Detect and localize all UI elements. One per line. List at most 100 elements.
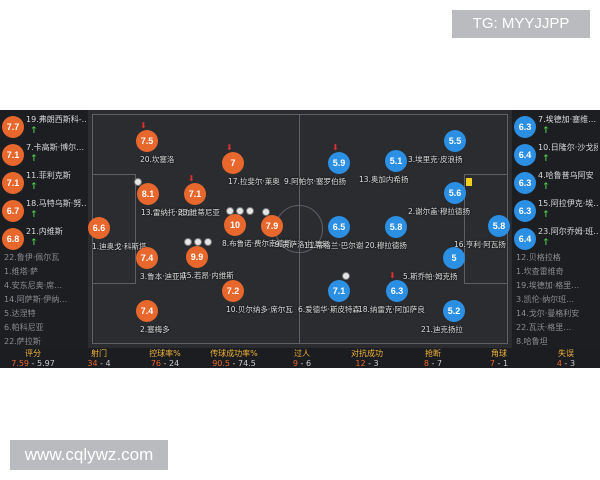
rating-badge: 5.5 xyxy=(444,130,466,152)
sub-in-arrow-icon: ↑ xyxy=(30,238,38,248)
rating-badge: 7.7 xyxy=(2,116,24,138)
stat-dribbles[interactable]: 过人 9 - 6 xyxy=(270,348,334,368)
stat-tackles[interactable]: 抢断 8 - 7 xyxy=(400,348,466,368)
ball-icon xyxy=(246,207,254,215)
list-item[interactable]: 6.3 4.哈鲁普乌阿安 ↑ xyxy=(512,168,600,196)
substitute-item[interactable]: 4.安东尼奥·席… xyxy=(4,281,63,290)
substitute-item[interactable]: 1.维塔·萨 xyxy=(4,267,39,276)
stat-corners[interactable]: 角球 7 - 1 xyxy=(466,348,532,368)
rating-badge: 5.6 xyxy=(444,182,466,204)
ball-icon xyxy=(236,207,244,215)
substitute-item[interactable]: 12.贝格拉格 xyxy=(516,253,561,262)
player-label: 20.穆拉德扬 xyxy=(365,241,407,250)
player-label: 2.塞梅多 xyxy=(140,325,170,334)
red-card-icon: ⬇ xyxy=(188,174,195,183)
sub-in-arrow-icon: ↑ xyxy=(542,126,550,136)
player-label: 13.雷纳托·维加 xyxy=(141,208,193,217)
rating-badge: 7.1 xyxy=(2,144,24,166)
stat-values: 8 - 7 xyxy=(423,359,443,368)
list-item[interactable]: 7.7 19.弗朗西斯科-… ↑ xyxy=(0,112,88,140)
stat-label: 角球 xyxy=(491,349,507,358)
stat-away-value: 3 xyxy=(373,359,379,368)
stat-home-value: 90.5 xyxy=(212,359,230,368)
ball-icon xyxy=(262,208,270,216)
player-name: 7.卡高斯·博尔… xyxy=(26,143,85,152)
stat-home-value: 7.59 xyxy=(11,359,29,368)
red-card-icon: ⬇ xyxy=(332,143,339,152)
substitute-item[interactable]: 14.戈尔·曼格利安 xyxy=(516,309,580,318)
stat-values: 76 - 24 xyxy=(150,359,180,368)
stat-away-value: 3 xyxy=(569,359,576,368)
sub-in-arrow-icon: ↑ xyxy=(30,182,38,192)
substitute-item[interactable]: 1.坎查雷维奇 xyxy=(516,267,564,276)
rating-badge: 7.1 xyxy=(328,280,350,302)
player-name: 4.哈鲁普乌阿安 xyxy=(538,171,594,180)
rating-badge: 6.5 xyxy=(328,216,350,238)
list-item[interactable]: 6.4 23.阿尔乔姆·班… ↑ xyxy=(512,224,600,252)
ball-icon xyxy=(204,238,212,246)
substitute-item[interactable]: 8.哈鲁坦 xyxy=(516,337,548,346)
stat-label: 传球成功率% xyxy=(210,349,258,358)
list-item[interactable]: 7.1 11.菲利克斯 ↑ xyxy=(0,168,88,196)
substitute-item[interactable]: 5.达涅特 xyxy=(4,309,36,318)
stat-values: 4 - 3 xyxy=(556,359,576,368)
rating-badge: 7.5 xyxy=(136,130,158,152)
player-label: 17.拉斐尔·莱奥 xyxy=(228,177,280,186)
red-card-icon: ⬇ xyxy=(140,121,147,130)
substitute-item[interactable]: 19.埃德加·格里… xyxy=(516,281,580,290)
substitute-item[interactable]: 22.鲁伊·佩尔瓦 xyxy=(4,253,60,262)
substitute-item[interactable]: 3.凯伦·纳尔班… xyxy=(516,295,575,304)
sub-in-arrow-icon: ↑ xyxy=(542,154,550,164)
rating-badge: 8.1 xyxy=(137,183,159,205)
player-label: 18.纳雷克·阿加萨良 xyxy=(358,305,425,314)
player-name: 15.阿拉伊克·埃… xyxy=(538,199,598,208)
substitute-item[interactable]: 22.瓦沃·格里… xyxy=(516,323,572,332)
stat-pass-accuracy[interactable]: 传球成功率% 90.5 - 74.5 xyxy=(198,348,270,368)
stat-away-value: 24 xyxy=(168,359,180,368)
player-name: 21.内维斯 xyxy=(26,227,63,236)
rating-badge: 6.4 xyxy=(514,228,536,250)
rating-badge: 5.9 xyxy=(328,152,350,174)
player-label: 3.埃里克·皮浪扬 xyxy=(408,155,463,164)
stat-label: 失误 xyxy=(558,349,574,358)
stat-values: 34 - 4 xyxy=(87,359,111,368)
away-player-list: 6.3 7.埃德加·塞维… ↑ 6.4 10.日隆尔·沙戈扬 ↑ 6.3 4.哈… xyxy=(512,110,600,348)
rating-badge: 5 xyxy=(443,247,465,269)
substitute-item[interactable]: 14.阿萨斯·伊纳… xyxy=(4,295,68,304)
stat-rating[interactable]: 评分 7.59 - 5.97 xyxy=(0,348,66,368)
list-item[interactable]: 6.3 7.埃德加·塞维… ↑ xyxy=(512,112,600,140)
player-label: 5.斯乔帕·姆克扬 xyxy=(403,272,458,281)
list-item[interactable]: 6.3 15.阿拉伊克·埃… ↑ xyxy=(512,196,600,224)
player-label: 1.迪奥戈·科斯塔 xyxy=(92,242,147,251)
stat-duels-won[interactable]: 对抗成功 12 - 3 xyxy=(334,348,400,368)
rating-badge: 10 xyxy=(224,214,246,236)
player-label: 10.贝尔纳多·席尔瓦 xyxy=(226,305,293,314)
ball-icon xyxy=(134,178,142,186)
list-item[interactable]: 7.1 7.卡高斯·博尔… ↑ xyxy=(0,140,88,168)
substitute-item[interactable]: 6.帕科尼亚 xyxy=(4,323,44,332)
rating-badge: 7.4 xyxy=(136,300,158,322)
watermark-telegram: TG: MYYJJPP xyxy=(452,10,590,38)
stat-label: 评分 xyxy=(25,349,41,358)
stat-errors[interactable]: 失误 4 - 3 xyxy=(532,348,600,368)
player-label: 8.布鲁诺·费尔南德斯 xyxy=(222,239,292,248)
list-item[interactable]: 6.7 18.马特乌斯·努… ↑ xyxy=(0,196,88,224)
stat-shots[interactable]: 射门 34 - 4 xyxy=(66,348,132,368)
stat-away-value: 4 xyxy=(105,359,111,368)
stat-values: 9 - 6 xyxy=(292,359,312,368)
stat-home-value: 4 xyxy=(556,359,562,368)
list-item[interactable]: 6.4 10.日隆尔·沙戈扬 ↑ xyxy=(512,140,600,168)
sub-in-arrow-icon: ↑ xyxy=(542,182,550,192)
stat-values: 12 - 3 xyxy=(355,359,379,368)
ball-icon xyxy=(226,207,234,215)
rating-badge: 6.3 xyxy=(514,200,536,222)
match-lineup-panel: 7.7 19.弗朗西斯科-… ↑ 7.1 7.卡高斯·博尔… ↑ 7.1 11.… xyxy=(0,110,600,368)
list-item[interactable]: 6.8 21.内维斯 ↑ xyxy=(0,224,88,252)
stat-away-value: 7 xyxy=(436,359,443,368)
sub-in-arrow-icon: ↑ xyxy=(30,126,38,136)
substitute-item[interactable]: 22.萨拉斯 xyxy=(4,337,41,346)
rating-badge: 6.3 xyxy=(514,172,536,194)
sub-in-arrow-icon: ↑ xyxy=(30,154,38,164)
stat-possession[interactable]: 控球率% 76 - 24 xyxy=(132,348,198,368)
